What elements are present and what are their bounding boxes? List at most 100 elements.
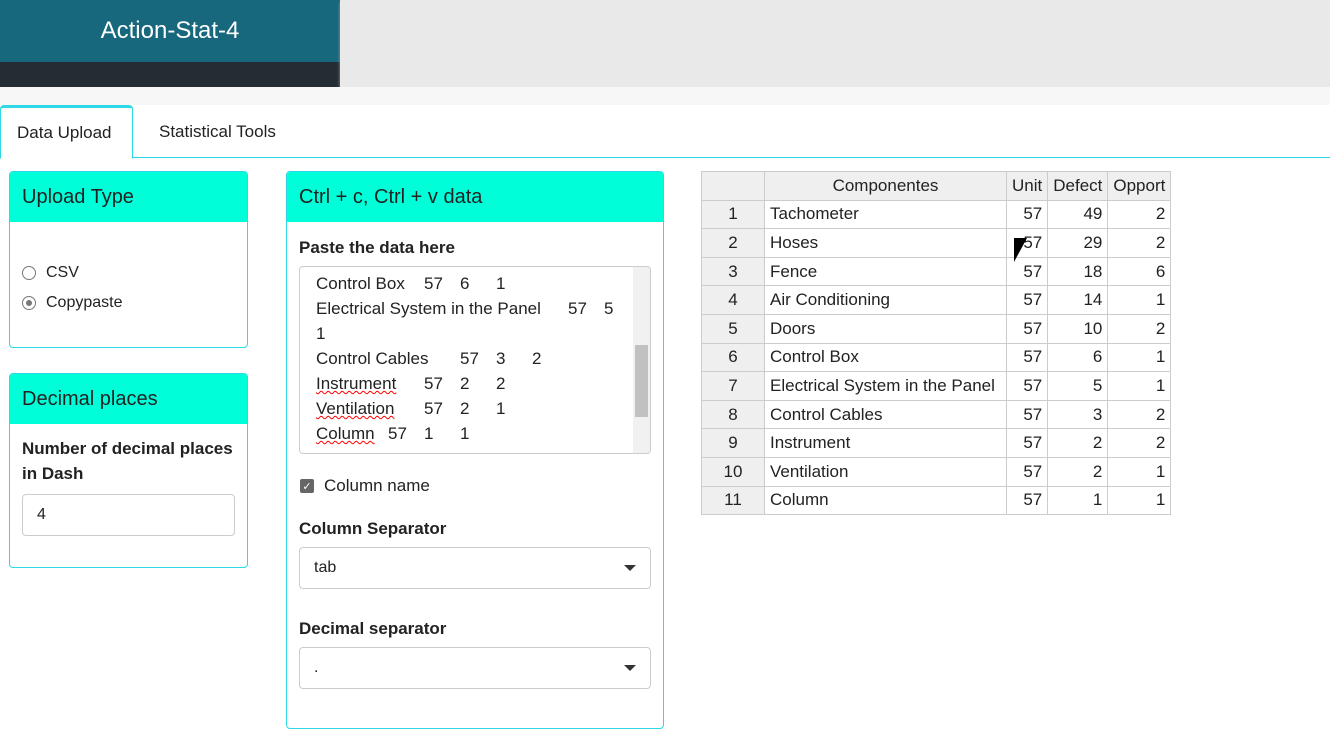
- table-cell: 1: [1047, 485, 1109, 516]
- table-cell: Control Box: [764, 342, 1007, 373]
- radio-csv[interactable]: CSV: [22, 264, 247, 282]
- table-cell: 57: [1005, 199, 1049, 230]
- scrollbar-thumb[interactable]: [635, 345, 648, 417]
- tab-bar: Data Upload Statistical Tools: [0, 105, 1330, 159]
- table-cell: 57: [1005, 342, 1049, 373]
- table-cell: 1: [1107, 371, 1172, 401]
- table-cell: 4: [701, 285, 765, 315]
- app-title: Action-Stat-4: [0, 0, 340, 62]
- column-header[interactable]: Defect: [1047, 171, 1109, 201]
- decimal-places-panel: Decimal places Number of decimal places …: [9, 373, 248, 568]
- column-separator-select[interactable]: tab: [299, 547, 651, 589]
- table-cell: 49: [1047, 199, 1109, 230]
- table-cell: Instrument: [764, 428, 1007, 458]
- table-cell: Fence: [764, 256, 1007, 287]
- checkbox-label: Column name: [324, 476, 430, 495]
- paste-text: Control Box 57 6 1 Electrical System in t…: [316, 271, 626, 446]
- table-cell: 10: [1047, 313, 1109, 344]
- spacer: [0, 87, 1330, 105]
- radio-label: Copypaste: [46, 294, 123, 311]
- table-cell: Tachometer: [764, 199, 1007, 230]
- decimal-places-title: Decimal places: [10, 374, 247, 424]
- table-cell: 57: [1005, 399, 1049, 430]
- upload-type-title: Upload Type: [10, 172, 247, 222]
- paste-label: Paste the data here: [299, 238, 455, 257]
- table-cell: 9: [701, 428, 765, 458]
- table-cell: 1: [1107, 456, 1172, 487]
- table-cell: Column: [764, 485, 1007, 516]
- table-row: 1 Tachometer 57 49 2: [701, 199, 1172, 230]
- table-cell: Hoses: [764, 228, 1007, 258]
- table-cell: 57: [1005, 371, 1049, 401]
- table-cell: 57: [1005, 313, 1049, 344]
- column-header[interactable]: Opport: [1107, 171, 1172, 201]
- table-cell: 2: [1107, 228, 1172, 258]
- radio-copypaste[interactable]: Copypaste: [22, 294, 247, 312]
- table-row: 6 Control Box 57 6 1: [701, 342, 1172, 373]
- table-row: 3 Fence 57 18 6: [701, 256, 1172, 287]
- table-cell: 6: [1107, 256, 1172, 287]
- table-cell: 1: [701, 199, 765, 230]
- table-row: 2 Hoses 57 29 2: [701, 228, 1172, 258]
- table-cell: 1: [1107, 342, 1172, 373]
- tab-data-upload[interactable]: Data Upload: [0, 105, 133, 159]
- decimal-places-label: Number of decimal places in Dash: [22, 439, 233, 483]
- paste-line: Instrument 57 2 2: [316, 374, 506, 393]
- table-cell: Electrical System in the Panel: [764, 371, 1007, 401]
- table-row: 11 Column 57 1 1: [701, 485, 1172, 516]
- decimal-separator-select[interactable]: .: [299, 647, 651, 689]
- table-cell: 3: [701, 256, 765, 287]
- table-cell: 3: [1047, 399, 1109, 430]
- paste-line: Ventilation 57 2 1: [316, 399, 506, 418]
- table-cell: 57: [1005, 285, 1049, 315]
- radio-icon: [22, 266, 36, 280]
- paste-line: Control Cables 57 3 2: [316, 349, 542, 368]
- table-cell: 1: [1107, 285, 1172, 315]
- data-table: Componentes Unit Defect Opport 1 Tachometer 5…: [701, 171, 1172, 516]
- scrollbar[interactable]: [633, 267, 650, 453]
- table-cell: 2: [1107, 428, 1172, 458]
- table-cell: 2: [1107, 399, 1172, 430]
- checkbox-checked-icon: ✓: [300, 479, 314, 493]
- caret-down-icon: [624, 665, 636, 671]
- table-cell: 1: [1107, 485, 1172, 516]
- sidebar-toggle-bar: [0, 62, 340, 87]
- table-cell: 8: [701, 399, 765, 430]
- select-value: tab: [314, 559, 337, 576]
- table-row: 4 Air Conditioning 57 14 1: [701, 285, 1172, 315]
- column-header[interactable]: [701, 171, 765, 201]
- table-row: 5 Doors 57 10 2: [701, 313, 1172, 344]
- column-name-checkbox[interactable]: ✓ Column name: [300, 476, 430, 496]
- table-cell: 57: [1005, 456, 1049, 487]
- paste-textarea[interactable]: Control Box 57 6 1 Electrical System in t…: [299, 266, 651, 454]
- radio-label: CSV: [46, 264, 79, 281]
- table-cell: 2: [1047, 428, 1109, 458]
- table-cell: 2: [1107, 313, 1172, 344]
- table-row: 7 Electrical System in the Panel 57 5 1: [701, 371, 1172, 401]
- column-header[interactable]: Unit: [1005, 171, 1049, 201]
- table-cell: 6: [701, 342, 765, 373]
- table-cell: Air Conditioning: [764, 285, 1007, 315]
- table-cell: 57: [1005, 228, 1049, 258]
- column-separator-label: Column Separator: [299, 519, 447, 538]
- table-cell: 14: [1047, 285, 1109, 315]
- table-row: 10 Ventilation 57 2 1: [701, 456, 1172, 487]
- caret-down-icon: [624, 565, 636, 571]
- table-row: 8 Control Cables 57 3 2: [701, 399, 1172, 430]
- decimal-separator-label: Decimal separator: [299, 619, 447, 638]
- table-cell: 57: [1005, 428, 1049, 458]
- paste-title: Ctrl + c, Ctrl + v data: [287, 172, 663, 222]
- table-cell: 5: [701, 313, 765, 344]
- table-cell: Control Cables: [764, 399, 1007, 430]
- paste-panel: Ctrl + c, Ctrl + v data Paste the data h…: [286, 171, 664, 729]
- table-cell: Doors: [764, 313, 1007, 344]
- column-header[interactable]: Componentes: [764, 171, 1007, 201]
- table-cell: 11: [701, 485, 765, 516]
- decimal-places-input[interactable]: 4: [22, 494, 235, 536]
- select-value: .: [314, 659, 319, 676]
- paste-line: Electrical System in the Panel 57 5 1: [316, 299, 640, 343]
- upload-type-panel: Upload Type CSV Copypaste: [9, 171, 248, 348]
- tab-statistical-tools[interactable]: Statistical Tools: [159, 122, 276, 141]
- table-cell: Ventilation: [764, 456, 1007, 487]
- table-cell: 2: [1047, 456, 1109, 487]
